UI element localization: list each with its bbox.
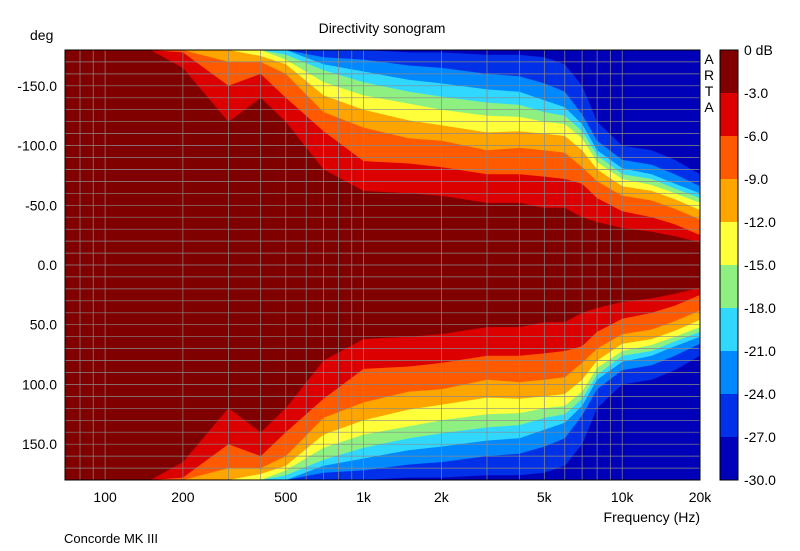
x-tick-label: 10k [611, 489, 635, 505]
color-scale-label: -6.0 [744, 128, 768, 144]
watermark-letter: A [704, 51, 714, 67]
grid-lines [65, 50, 700, 480]
color-scale-label: 0 dB [744, 42, 773, 58]
color-scale-swatch [720, 265, 738, 309]
y-tick-label: 50.0 [30, 317, 57, 333]
x-tick-label: 5k [537, 489, 553, 505]
x-axis-ticks: 100 200 500 1k 2k 5k 10k 20k [93, 489, 712, 505]
x-tick-label: 2k [434, 489, 450, 505]
x-tick-label: 1k [356, 489, 372, 505]
level-band-upper-9 [65, 50, 700, 175]
y-tick-label: -150.0 [17, 78, 57, 94]
y-tick-label: 0.0 [38, 257, 58, 273]
x-tick-label: 200 [171, 489, 195, 505]
color-scale-swatch [720, 394, 738, 438]
color-scale-label: -12.0 [744, 214, 776, 230]
color-scale-label: -24.0 [744, 386, 776, 402]
level-band-lower-9 [65, 355, 700, 480]
x-axis-label: Frequency (Hz) [604, 509, 700, 525]
color-scale-label: -27.0 [744, 429, 776, 445]
chart-title: Directivity sonogram [319, 20, 446, 36]
color-scale-label: -9.0 [744, 171, 768, 187]
footer-caption: Concorde MK III [64, 531, 158, 546]
y-tick-label: 100.0 [22, 376, 57, 392]
y-axis-ticks: -150.0 -100.0 -50.0 0.0 50.0 100.0 150.0 [17, 78, 57, 452]
color-scale-label: -18.0 [744, 300, 776, 316]
plot-area [64, 49, 701, 481]
color-scale-swatch [720, 437, 738, 481]
x-tick-label: 100 [93, 489, 117, 505]
color-scale-swatch [720, 93, 738, 137]
color-scale-label: -3.0 [744, 85, 768, 101]
y-tick-label: 150.0 [22, 436, 57, 452]
color-scale-swatch [720, 222, 738, 266]
color-scale-label: -30.0 [744, 472, 776, 488]
color-scale-frame [719, 49, 739, 481]
color-scale-swatch [720, 136, 738, 180]
y-tick-label: -100.0 [17, 138, 57, 154]
watermark-letter: R [704, 67, 714, 83]
x-tick-label: 500 [274, 489, 298, 505]
color-scale-swatch [720, 179, 738, 223]
color-scale-legend: 0 dB -3.0 -6.0 -9.0 -12.0 -15.0 -18.0 -21.0 -24.… [719, 42, 776, 488]
x-tick-label: 20k [689, 489, 713, 505]
watermark-letter: T [705, 83, 714, 99]
y-tick-label: -50.0 [25, 197, 57, 213]
color-scale-swatch [720, 351, 738, 395]
color-scale-swatch [720, 308, 738, 352]
watermark-letter: A [704, 99, 714, 115]
color-scale-label: -21.0 [744, 343, 776, 359]
plot-frame [64, 49, 701, 481]
y-axis-unit-label: deg [30, 27, 53, 43]
color-scale-label: -15.0 [744, 257, 776, 273]
color-scale-swatch [720, 50, 738, 94]
